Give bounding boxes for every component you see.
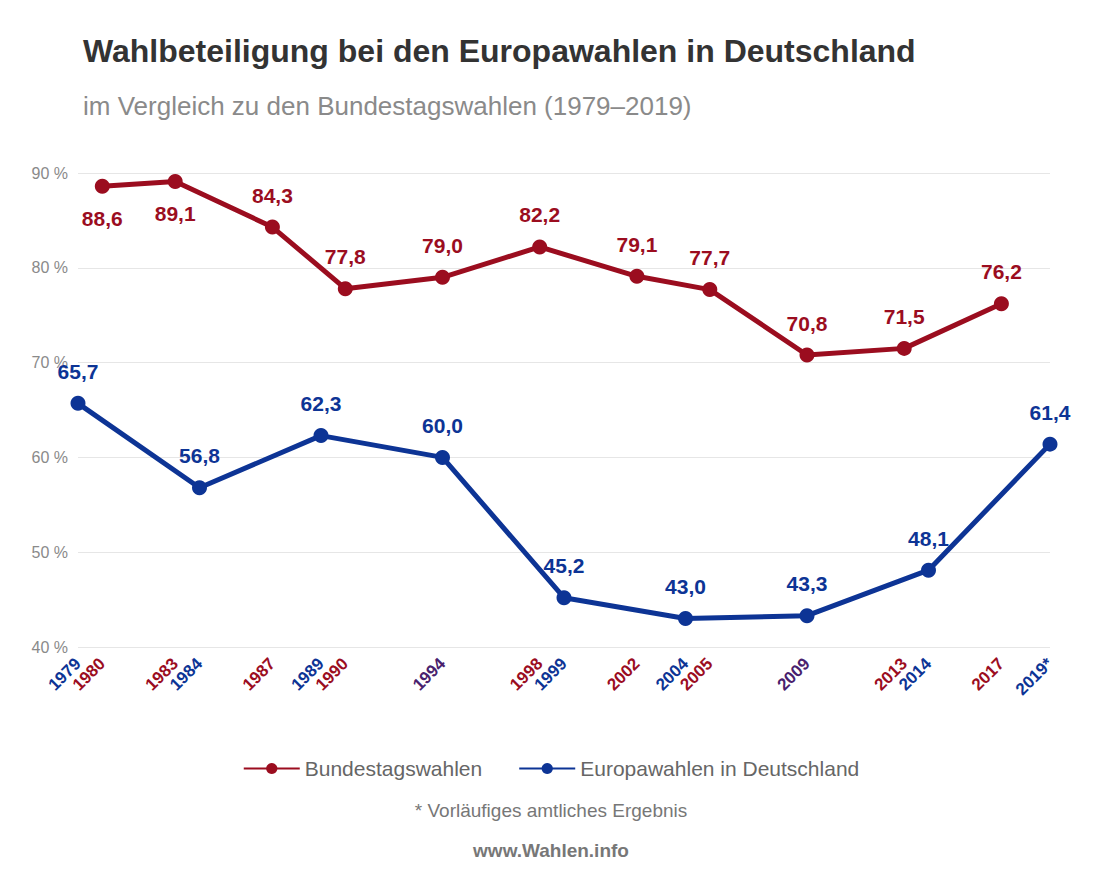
svg-text:43,0: 43,0	[665, 575, 706, 598]
svg-text:* Vorläufiges amtliches Ergebn: * Vorläufiges amtliches Ergebnis	[415, 800, 687, 821]
svg-text:70,8: 70,8	[787, 312, 828, 335]
svg-text:80 %: 80 %	[32, 259, 68, 276]
svg-text:Europawahlen in Deutschland: Europawahlen in Deutschland	[580, 757, 859, 780]
svg-text:77,7: 77,7	[689, 246, 730, 269]
svg-text:1998: 1998	[506, 654, 547, 695]
svg-text:88,6: 88,6	[82, 207, 123, 230]
svg-text:1999: 1999	[531, 654, 571, 694]
svg-text:82,2: 82,2	[519, 203, 560, 226]
svg-text:2017: 2017	[968, 654, 1008, 694]
svg-text:2014: 2014	[895, 654, 936, 695]
svg-text:1979: 1979	[44, 654, 85, 695]
svg-text:61,4: 61,4	[1030, 401, 1071, 424]
svg-text:2004: 2004	[652, 654, 693, 695]
svg-text:2019*: 2019*	[1012, 654, 1057, 699]
svg-text:90 %: 90 %	[32, 165, 68, 182]
svg-text:1990: 1990	[312, 654, 352, 694]
svg-text:79,1: 79,1	[616, 233, 657, 256]
svg-text:43,3: 43,3	[787, 572, 828, 595]
svg-text:1989: 1989	[287, 654, 328, 695]
svg-text:2002: 2002	[603, 654, 643, 694]
svg-text:2013: 2013	[870, 654, 911, 695]
svg-text:im Vergleich zu den Bundestags: im Vergleich zu den Bundestagswahlen (19…	[83, 91, 692, 121]
svg-text:40 %: 40 %	[32, 639, 68, 656]
svg-text:1987: 1987	[239, 654, 279, 694]
svg-text:1984: 1984	[166, 654, 207, 695]
svg-text:2009: 2009	[774, 654, 814, 694]
svg-text:89,1: 89,1	[155, 202, 196, 225]
svg-text:1983: 1983	[141, 654, 182, 695]
svg-text:84,3: 84,3	[252, 184, 293, 207]
svg-text:70 %: 70 %	[31, 354, 68, 372]
svg-text:60,0: 60,0	[422, 414, 463, 437]
svg-text:65,7: 65,7	[58, 360, 99, 383]
svg-text:77,8: 77,8	[325, 245, 366, 268]
svg-text:www.Wahlen.info: www.Wahlen.info	[472, 840, 629, 861]
svg-text:2005: 2005	[676, 654, 716, 694]
svg-text:48,1: 48,1	[908, 527, 949, 550]
svg-text:56,8: 56,8	[179, 444, 220, 467]
svg-text:60 %: 60 %	[32, 449, 68, 466]
svg-text:45,2: 45,2	[544, 554, 585, 577]
svg-text:1980: 1980	[69, 654, 109, 694]
svg-text:76,2: 76,2	[981, 260, 1022, 283]
svg-text:1994: 1994	[409, 654, 450, 695]
svg-text:50 %: 50 %	[32, 544, 68, 561]
svg-text:Wahlbeteiligung bei den Europa: Wahlbeteiligung bei den Europawahlen in …	[83, 33, 916, 69]
svg-text:71,5: 71,5	[884, 305, 925, 328]
svg-text:Bundestagswahlen: Bundestagswahlen	[305, 757, 482, 780]
svg-text:62,3: 62,3	[301, 392, 342, 415]
svg-text:79,0: 79,0	[422, 234, 463, 257]
